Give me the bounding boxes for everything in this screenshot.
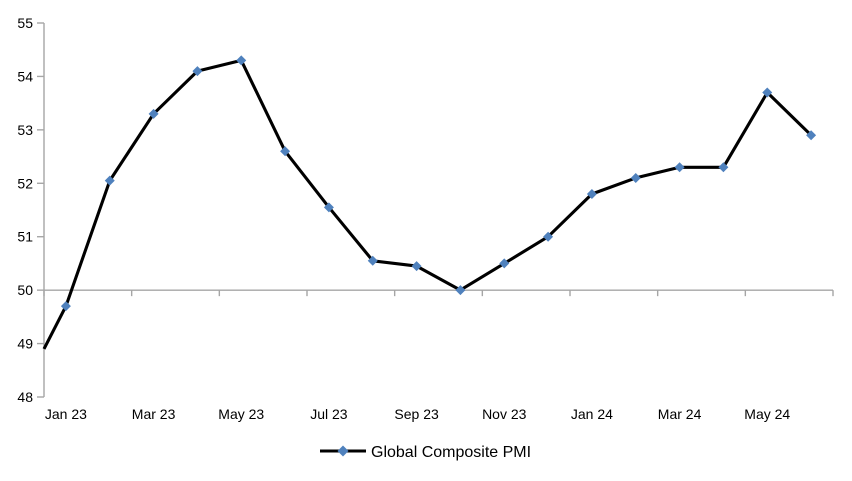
data-point-apr-23 <box>192 66 203 77</box>
data-point-oct-23 <box>455 285 466 296</box>
data-point-jan-23 <box>60 301 71 312</box>
legend-label: Global Composite PMI <box>371 444 531 461</box>
y-tick-label-49: 49 <box>17 336 33 352</box>
data-point-jul-23 <box>323 202 334 213</box>
x-tick-label-mar-23: Mar 23 <box>132 406 176 422</box>
data-point-feb-24 <box>630 172 641 183</box>
x-tick-label-jul-23: Jul 23 <box>310 406 348 422</box>
x-tick-label-sep-23: Sep 23 <box>394 406 439 422</box>
x-tick-label-may-23: May 23 <box>218 406 264 422</box>
data-point-jun-24 <box>806 130 817 141</box>
data-point-may-23 <box>236 55 247 66</box>
x-tick-label-jan-24: Jan 24 <box>571 406 613 422</box>
data-point-may-24 <box>762 87 773 98</box>
x-tick-label-may-24: May 24 <box>744 406 790 422</box>
data-point-jun-23 <box>280 146 291 157</box>
x-axis: Jan 23 Mar 23 May 23 Jul 23 Sep 23 Nov 23 Jan … <box>43 289 834 422</box>
data-point-jan-24 <box>586 188 597 199</box>
data-point-nov-23 <box>499 258 510 269</box>
y-tick-label-50: 50 <box>17 282 33 298</box>
data-point-mar-24 <box>674 162 685 173</box>
data-point-feb-23 <box>104 175 115 186</box>
data-point-mar-23 <box>148 108 159 119</box>
y-tick-label-48: 48 <box>17 389 33 405</box>
data-point-aug-23 <box>367 255 378 266</box>
x-tick-label-jan-23: Jan 23 <box>45 406 87 422</box>
y-tick-label-51: 51 <box>17 229 33 245</box>
y-tick-label-53: 53 <box>17 122 33 138</box>
y-axis: 55 54 53 52 51 50 49 48 <box>17 15 45 405</box>
y-tick-label-54: 54 <box>17 68 33 84</box>
series-global-composite-pmi <box>42 55 817 350</box>
x-tick-label-mar-24: Mar 24 <box>658 406 702 422</box>
y-tick-label-52: 52 <box>17 175 33 191</box>
x-tick-label-nov-23: Nov 23 <box>482 406 527 422</box>
legend-marker-diamond-icon <box>337 445 349 457</box>
pmi-data-line <box>42 58 813 350</box>
data-point-apr-24 <box>718 162 729 173</box>
y-tick-label-55: 55 <box>17 15 33 31</box>
data-point-sep-23 <box>411 261 422 272</box>
legend: Global Composite PMI <box>320 444 531 461</box>
data-point-dec-23 <box>543 231 554 242</box>
